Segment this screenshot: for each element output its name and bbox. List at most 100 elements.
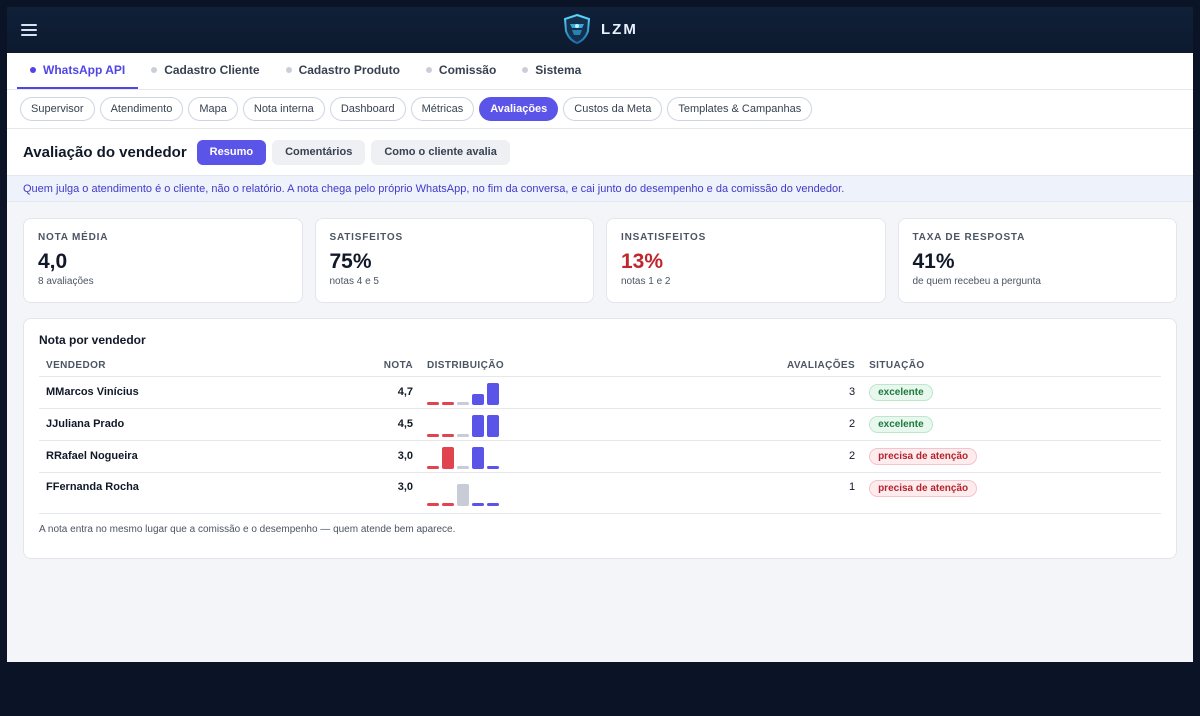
kpi-label: SATISFEITOS bbox=[329, 232, 403, 243]
vendor-table: VENDEDOR NOTA DISTRIBUIÇÃO AVALIAÇÕES SI… bbox=[39, 355, 1161, 514]
distribution-bar-score-5 bbox=[487, 502, 499, 506]
table-row[interactable]: JJuliana Prado 4,5 2 excelente bbox=[39, 408, 1161, 441]
segment-como-o-cliente-avalia[interactable]: Como o cliente avalia bbox=[371, 139, 510, 165]
kpi-card-nota-media: NOTA MÉDIA 4,0 8 avaliações bbox=[23, 218, 303, 303]
col-vendor: VENDEDOR bbox=[39, 355, 374, 377]
subtab-custos-da-meta[interactable]: Custos da Meta bbox=[563, 97, 663, 121]
distribution-chart bbox=[427, 411, 773, 437]
vendor-note: 4,5 bbox=[374, 408, 420, 441]
tab-dot-icon bbox=[522, 67, 529, 73]
distribution-bar-score-1 bbox=[427, 466, 439, 469]
card-title: Nota por vendedor bbox=[39, 333, 146, 347]
distribution-bar-score-1 bbox=[427, 434, 439, 437]
tab-label: Cadastro Produto bbox=[298, 63, 400, 77]
kpi-row: NOTA MÉDIA 4,0 8 avaliações SATISFEITOS … bbox=[7, 202, 1193, 303]
vendor-note: 4,7 bbox=[374, 376, 420, 409]
page-header: Avaliação do vendedor Resumo Comentários… bbox=[7, 129, 1193, 175]
shield-logo-icon bbox=[563, 13, 591, 45]
app-window: LZM WhatsApp API Cadastro Cliente Cadast… bbox=[7, 7, 1193, 662]
hamburger-icon[interactable] bbox=[21, 21, 37, 39]
brand-name: LZM bbox=[601, 20, 638, 38]
tab-sistema[interactable]: Sistema bbox=[509, 53, 594, 89]
vendor-status-cell: precisa de atenção bbox=[862, 472, 1161, 514]
kpi-sub: notas 4 e 5 bbox=[329, 276, 379, 287]
segment-resumo[interactable]: Resumo bbox=[196, 139, 267, 165]
kpi-label: TAXA DE RESPOSTA bbox=[912, 232, 1026, 243]
vendor-status-cell: excelente bbox=[862, 408, 1161, 441]
vendor-dist-cell bbox=[420, 376, 780, 409]
col-note: NOTA bbox=[374, 355, 420, 377]
subtab-atendimento[interactable]: Atendimento bbox=[99, 97, 184, 121]
subtab-mapa[interactable]: Mapa bbox=[188, 97, 238, 121]
subtab-metricas[interactable]: Métricas bbox=[410, 97, 475, 121]
info-banner: Quem julga o atendimento é o cliente, nã… bbox=[7, 175, 1193, 202]
vendor-count: 1 bbox=[780, 472, 863, 514]
kpi-value: 4,0 bbox=[38, 250, 68, 273]
table-footnote: A nota entra no mesmo lugar que a comiss… bbox=[39, 523, 456, 535]
subtab-supervisor[interactable]: Supervisor bbox=[20, 97, 95, 121]
distribution-bar-score-2 bbox=[442, 434, 454, 437]
distribution-bar-score-2 bbox=[442, 447, 454, 469]
table-row[interactable]: FFernanda Rocha 3,0 1 precisa de atenção bbox=[39, 472, 1161, 514]
main-tabs: WhatsApp API Cadastro Cliente Cadastro P… bbox=[7, 53, 1193, 90]
table-header-row: VENDEDOR NOTA DISTRIBUIÇÃO AVALIAÇÕES SI… bbox=[39, 355, 1161, 377]
kpi-card-taxa-de-resposta: TAXA DE RESPOSTA 41% de quem recebeu a p… bbox=[897, 218, 1177, 303]
vendor-dist-cell bbox=[420, 472, 780, 514]
kpi-card-satisfeitos: SATISFEITOS 75% notas 4 e 5 bbox=[314, 218, 594, 303]
distribution-bar-score-1 bbox=[427, 502, 439, 506]
kpi-sub: de quem recebeu a pergunta bbox=[912, 276, 1041, 287]
distribution-bar-score-4 bbox=[472, 502, 484, 506]
distribution-bar-score-4 bbox=[472, 415, 484, 437]
table-row[interactable]: MMarcos Vinícius 4,7 3 excelente bbox=[39, 376, 1161, 409]
distribution-bar-score-5 bbox=[487, 415, 499, 437]
vendor-name: RRafael Nogueira bbox=[39, 440, 374, 473]
vendor-dist-cell bbox=[420, 440, 780, 473]
vendor-name: JJuliana Prado bbox=[39, 408, 374, 441]
tab-cadastro-produto[interactable]: Cadastro Produto bbox=[273, 53, 413, 89]
tab-cadastro-cliente[interactable]: Cadastro Cliente bbox=[138, 53, 272, 89]
distribution-bar-score-3 bbox=[457, 466, 469, 469]
vendor-count: 3 bbox=[780, 376, 863, 409]
tab-label: Cadastro Cliente bbox=[164, 63, 260, 77]
col-status: SITUAÇÃO bbox=[862, 355, 1161, 377]
subtab-templates-campanhas[interactable]: Templates & Campanhas bbox=[667, 97, 813, 121]
subtab-avaliacoes[interactable]: Avaliações bbox=[479, 97, 559, 121]
tab-label: WhatsApp API bbox=[43, 63, 126, 77]
subtab-nota-interna[interactable]: Nota interna bbox=[242, 97, 325, 121]
distribution-bar-score-3 bbox=[457, 483, 469, 506]
brand: LZM bbox=[561, 13, 638, 45]
tab-dot-icon bbox=[425, 67, 432, 73]
distribution-bar-score-4 bbox=[472, 394, 484, 405]
tab-label: Sistema bbox=[535, 63, 582, 77]
segment-comentarios[interactable]: Comentários bbox=[272, 139, 366, 165]
distribution-bar-score-2 bbox=[442, 402, 454, 405]
tab-whatsapp-api[interactable]: WhatsApp API bbox=[17, 53, 139, 89]
vendor-dist-cell bbox=[420, 408, 780, 441]
distribution-bar-score-3 bbox=[457, 434, 469, 437]
kpi-label: INSATISFEITOS bbox=[621, 232, 707, 243]
kpi-value: 75% bbox=[329, 250, 372, 273]
distribution-bar-score-4 bbox=[472, 447, 484, 469]
page-title: Avaliação do vendedor bbox=[23, 143, 187, 161]
vendor-status-cell: excelente bbox=[862, 376, 1161, 409]
kpi-value: 13% bbox=[621, 250, 664, 273]
vendor-name: MMarcos Vinícius bbox=[39, 376, 374, 409]
distribution-bar-score-5 bbox=[487, 466, 499, 469]
tab-comissao[interactable]: Comissão bbox=[413, 53, 509, 89]
table-row[interactable]: RRafael Nogueira 3,0 2 precisa de atençã… bbox=[39, 440, 1161, 473]
status-badge: excelente bbox=[869, 383, 933, 401]
subtab-dashboard[interactable]: Dashboard bbox=[329, 97, 406, 121]
vendor-note: 3,0 bbox=[374, 440, 420, 473]
vendor-note: 3,0 bbox=[374, 472, 420, 514]
distribution-chart bbox=[427, 379, 773, 405]
distribution-bar-score-3 bbox=[457, 402, 469, 405]
tab-dot-icon bbox=[151, 67, 158, 73]
tab-dot-icon bbox=[30, 67, 36, 73]
distribution-chart bbox=[427, 443, 773, 469]
kpi-sub: notas 1 e 2 bbox=[621, 276, 671, 287]
distribution-chart bbox=[427, 480, 773, 506]
kpi-sub: 8 avaliações bbox=[38, 276, 94, 287]
kpi-card-insatisfeitos: INSATISFEITOS 13% notas 1 e 2 bbox=[606, 218, 886, 303]
vendor-count: 2 bbox=[780, 440, 863, 473]
top-bar: LZM bbox=[7, 7, 1193, 53]
